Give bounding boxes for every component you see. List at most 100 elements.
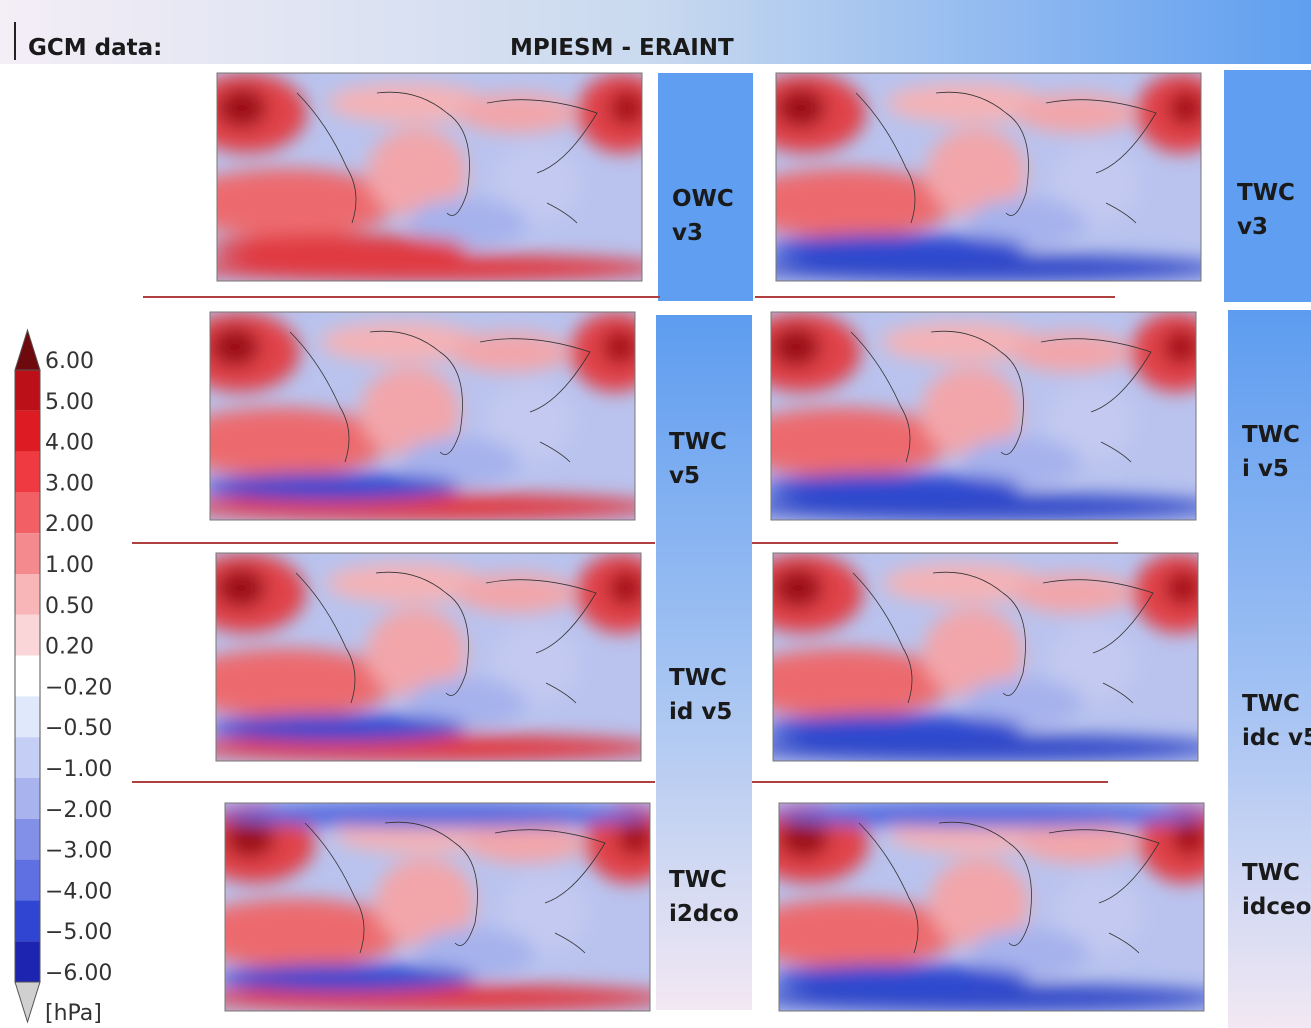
map-blob	[215, 803, 655, 827]
map-blob	[216, 568, 266, 608]
colorbar-tick-label: −1.00	[45, 757, 112, 782]
map-field	[185, 803, 675, 1012]
map-field	[176, 553, 666, 762]
colorbar-tick-label: 0.50	[45, 594, 94, 619]
map-blob	[776, 88, 826, 128]
map-blob	[602, 329, 638, 365]
map-blob	[176, 648, 396, 718]
panel-label: TWC	[1242, 691, 1300, 717]
map-blob	[207, 234, 467, 262]
panel-label: idc v5	[1242, 725, 1311, 751]
panel-label: TWC	[1242, 860, 1300, 886]
map-blob	[200, 473, 460, 501]
map-blob	[1165, 570, 1201, 606]
map-blob	[185, 898, 405, 968]
colorbar-bin	[15, 737, 40, 778]
panel-label: v3	[672, 220, 703, 246]
panel-label: idceo	[1242, 894, 1311, 920]
colorbar-tick-label: 5.00	[45, 390, 94, 415]
panel-label: i2dco	[669, 901, 739, 927]
colorbar-bin	[15, 941, 40, 982]
colorbar-unit: [hPa]	[45, 1001, 102, 1026]
map-blob	[1163, 329, 1199, 365]
panel-label: i v5	[1242, 456, 1289, 482]
colorbar-bin	[15, 533, 40, 574]
map-panel	[177, 73, 667, 282]
header-title: MPIESM - ERAINT	[510, 35, 734, 61]
map-blob	[731, 407, 951, 477]
map-panel	[185, 803, 675, 1012]
map-panel	[736, 73, 1226, 282]
colorbar-bin	[15, 819, 40, 860]
colorbar-bin	[15, 370, 40, 411]
map-blob	[1016, 93, 1136, 133]
colorbar-tick-label: 0.20	[45, 635, 94, 660]
map-blob	[773, 568, 823, 608]
colorbar-tick-label: 6.00	[45, 349, 94, 374]
colorbar-bin	[15, 900, 40, 941]
map-blob	[170, 407, 390, 477]
map-field	[736, 73, 1226, 282]
colorbar-tick-label: −0.50	[45, 716, 112, 741]
map-blob	[771, 327, 821, 367]
map-blob	[1013, 573, 1133, 613]
map-blob	[177, 168, 397, 238]
panel-label: OWC	[672, 186, 734, 212]
panel-label: TWC	[1242, 422, 1300, 448]
map-blob	[769, 803, 1209, 827]
colorbar-tick-label: −4.00	[45, 879, 112, 904]
map-field	[177, 73, 667, 282]
map-blob	[733, 648, 953, 718]
map-blob	[736, 168, 956, 238]
map-blob	[1019, 823, 1139, 863]
map-blob	[450, 332, 570, 372]
map-blob	[456, 573, 576, 613]
map-blob	[1168, 90, 1204, 126]
map-field	[739, 803, 1229, 1012]
map-field	[731, 312, 1221, 521]
slide: GCM data: MPIESM - ERAINT OWCv3TWCv3TWCv…	[0, 0, 1311, 1028]
map-blob	[210, 327, 260, 367]
map-blob	[465, 823, 585, 863]
map-blob	[609, 90, 645, 126]
colorbar-bin	[15, 492, 40, 533]
colorbar-bin	[15, 411, 40, 452]
colorbar-tick-label: 3.00	[45, 471, 94, 496]
colorbar-tick-label: 1.00	[45, 553, 94, 578]
header-label: GCM data:	[28, 35, 162, 61]
colorbar-bottom	[15, 982, 40, 1022]
map-panel	[733, 553, 1223, 762]
colorbar-bin	[15, 615, 40, 656]
panel-label: TWC	[669, 665, 727, 691]
map-blob	[217, 88, 267, 128]
map-blob	[215, 964, 475, 992]
colorbar-tick-label: 2.00	[45, 512, 94, 537]
map-field	[170, 312, 660, 521]
panel-label: v5	[669, 463, 700, 489]
colorbar-top	[15, 330, 40, 370]
map-blob	[608, 570, 644, 606]
colorbar-tick-label: −5.00	[45, 920, 112, 945]
panel-label: TWC	[669, 867, 727, 893]
map-field	[733, 553, 1223, 762]
map-blob	[1171, 820, 1207, 856]
map-blob	[763, 714, 1023, 742]
colorbar-tick-label: 4.00	[45, 431, 94, 456]
colorbar-bin	[15, 778, 40, 819]
colorbar-bin	[15, 656, 40, 697]
panel-label: TWC	[669, 429, 727, 455]
colorbar-bin	[15, 860, 40, 901]
map-panel	[176, 553, 666, 762]
colorbar-bin	[15, 574, 40, 615]
colorbar-bin	[15, 696, 40, 737]
map-panel	[731, 312, 1221, 521]
colorbar-tick-label: −0.20	[45, 675, 112, 700]
map-panel	[170, 312, 660, 521]
colorbar-tick-label: −3.00	[45, 839, 112, 864]
map-blob	[766, 234, 1026, 262]
panel-label: TWC	[1237, 180, 1295, 206]
map-blob	[739, 898, 959, 968]
colorbar-bin	[15, 452, 40, 493]
map-blob	[457, 93, 577, 133]
map-blob	[206, 714, 466, 742]
